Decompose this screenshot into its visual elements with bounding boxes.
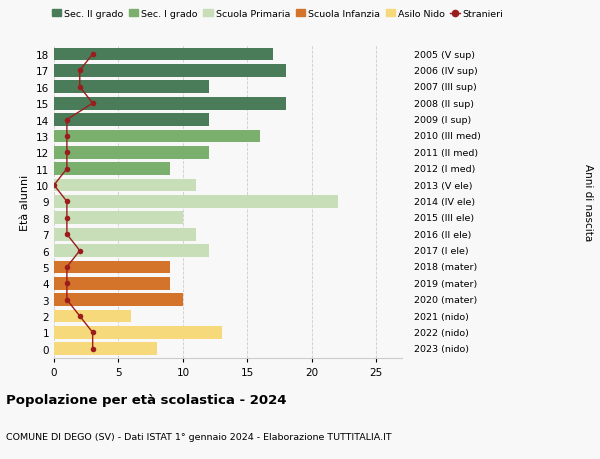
Bar <box>54 277 170 290</box>
Text: 2005 (V sup): 2005 (V sup) <box>414 50 475 59</box>
Text: 2015 (III ele): 2015 (III ele) <box>414 214 474 223</box>
Bar <box>54 228 196 241</box>
Bar <box>54 179 196 192</box>
Text: 2012 (I med): 2012 (I med) <box>414 165 475 174</box>
Bar <box>54 130 260 143</box>
Text: 2023 (nido): 2023 (nido) <box>414 345 469 353</box>
Text: 2008 (II sup): 2008 (II sup) <box>414 100 474 108</box>
Text: 2022 (nido): 2022 (nido) <box>414 328 469 337</box>
Text: 2013 (V ele): 2013 (V ele) <box>414 181 473 190</box>
Text: 2016 (II ele): 2016 (II ele) <box>414 230 472 239</box>
Bar <box>54 114 209 127</box>
Bar <box>54 343 157 355</box>
Bar <box>54 98 286 110</box>
Y-axis label: Età alunni: Età alunni <box>20 174 31 230</box>
Text: 2021 (nido): 2021 (nido) <box>414 312 469 321</box>
Text: COMUNE DI DEGO (SV) - Dati ISTAT 1° gennaio 2024 - Elaborazione TUTTITALIA.IT: COMUNE DI DEGO (SV) - Dati ISTAT 1° genn… <box>6 431 392 441</box>
Bar <box>54 196 338 208</box>
Text: 2018 (mater): 2018 (mater) <box>414 263 477 272</box>
Text: 2011 (II med): 2011 (II med) <box>414 148 478 157</box>
Legend: Sec. II grado, Sec. I grado, Scuola Primaria, Scuola Infanzia, Asilo Nido, Stran: Sec. II grado, Sec. I grado, Scuola Prim… <box>52 10 503 19</box>
Text: 2017 (I ele): 2017 (I ele) <box>414 246 469 256</box>
Text: 2006 (IV sup): 2006 (IV sup) <box>414 67 478 76</box>
Text: 2019 (mater): 2019 (mater) <box>414 279 477 288</box>
Text: 2009 (I sup): 2009 (I sup) <box>414 116 471 125</box>
Bar <box>54 326 221 339</box>
Bar <box>54 310 131 323</box>
Bar <box>54 261 170 274</box>
Bar <box>54 65 286 78</box>
Text: 2014 (IV ele): 2014 (IV ele) <box>414 197 475 207</box>
Bar <box>54 146 209 159</box>
Text: 2020 (mater): 2020 (mater) <box>414 296 477 304</box>
Bar <box>54 245 209 257</box>
Bar <box>54 49 273 61</box>
Bar <box>54 163 170 176</box>
Text: Popolazione per età scolastica - 2024: Popolazione per età scolastica - 2024 <box>6 393 287 406</box>
Bar <box>54 81 209 94</box>
Text: Anni di nascita: Anni di nascita <box>583 163 593 241</box>
Text: 2010 (III med): 2010 (III med) <box>414 132 481 141</box>
Text: 2007 (III sup): 2007 (III sup) <box>414 83 477 92</box>
Bar <box>54 212 183 224</box>
Bar <box>54 294 183 306</box>
